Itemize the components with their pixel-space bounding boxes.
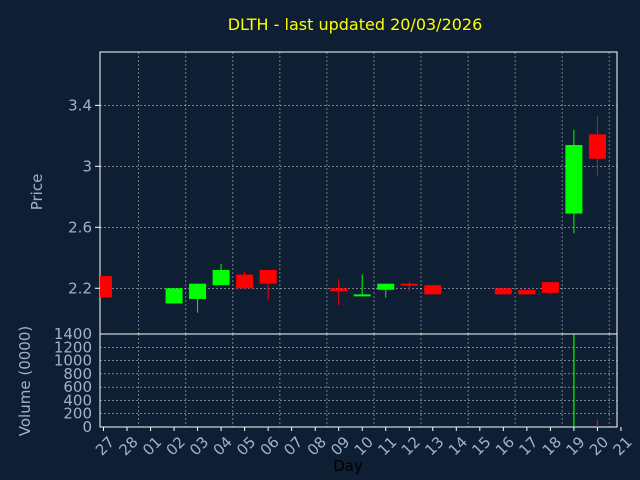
- candle-body: [330, 288, 348, 292]
- candle-17: [518, 289, 536, 295]
- volume-tick-label: 600: [63, 378, 92, 396]
- candle-11: [377, 283, 395, 298]
- price-tick-label: 3: [82, 157, 92, 175]
- candle-body: [565, 144, 583, 214]
- volume-tick-label: 400: [63, 391, 92, 409]
- candle-body: [400, 283, 418, 286]
- candle-12: [400, 282, 418, 292]
- chart-title: DLTH - last updated 20/03/2026: [228, 15, 483, 34]
- candle-05: [236, 271, 254, 289]
- candle-body: [494, 288, 512, 295]
- candle-body: [165, 288, 183, 304]
- candle-body: [353, 294, 371, 297]
- candle-18: [541, 282, 559, 295]
- candle-02: [165, 288, 183, 304]
- candle-03: [189, 283, 207, 313]
- candle-body: [424, 285, 442, 295]
- volume-tick-label: 200: [63, 405, 92, 423]
- candle-10: [353, 274, 371, 297]
- candle-body: [212, 269, 230, 286]
- candle-06: [259, 269, 277, 301]
- price-axis-label: Price: [28, 174, 46, 211]
- price-tick-label: 2.6: [68, 218, 92, 236]
- candle-body: [236, 274, 254, 289]
- candle-body: [518, 289, 536, 295]
- candle-04: [212, 263, 230, 286]
- volume-tick-label: 800: [63, 365, 92, 383]
- candle-19: [565, 129, 583, 234]
- candle-13: [424, 285, 442, 295]
- candle-16: [494, 288, 512, 295]
- candle-09: [330, 279, 348, 306]
- candle-body: [588, 134, 606, 159]
- price-tick-label: 3.4: [68, 96, 92, 114]
- volume-axis-label: Volume (0000): [16, 326, 34, 436]
- volume-tick-label: 1400: [54, 325, 92, 343]
- candle-body: [377, 283, 395, 290]
- price-panel: 2.2 2.6 3 3.4: [68, 51, 618, 335]
- volume-plot-border: [99, 333, 618, 428]
- price-tick-label: 2.2: [68, 279, 92, 297]
- volume-tick-label: 1000: [54, 352, 92, 370]
- candle-body: [541, 282, 559, 293]
- candle-body: [189, 283, 207, 299]
- volume-tick-label: 0: [82, 418, 92, 436]
- volume-tick-label: 1200: [54, 338, 92, 356]
- candle-20: [588, 116, 606, 176]
- candle-body: [259, 269, 277, 284]
- candle-body: [100, 276, 112, 298]
- x-axis-label: Day: [333, 457, 363, 475]
- candle-27: [100, 276, 112, 298]
